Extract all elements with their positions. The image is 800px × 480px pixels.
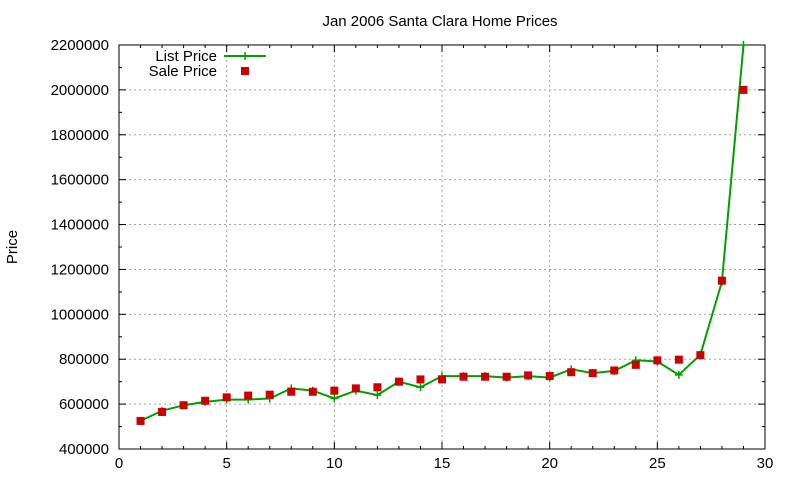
y-tick-label: 400000 <box>59 441 109 458</box>
point-sale-price <box>459 372 468 381</box>
point-list-price <box>373 391 382 400</box>
point-sale-price <box>222 393 231 402</box>
point-sale-price <box>201 396 210 405</box>
point-sale-price <box>287 387 296 396</box>
x-tick-label: 0 <box>115 455 123 472</box>
point-sale-price <box>696 351 705 360</box>
point-sale-price <box>351 384 360 393</box>
point-sale-price <box>416 375 425 384</box>
point-sale-price <box>674 355 683 364</box>
y-tick-label: 800000 <box>59 351 109 368</box>
x-tick-label: 15 <box>434 455 451 472</box>
axis-ticks: 0 5 10 15 20 25 30 400000 600000 800000 1000000 120… <box>51 37 774 472</box>
point-sale-price <box>373 383 382 392</box>
point-sale-price <box>610 366 619 375</box>
point-sale-price <box>244 391 253 400</box>
point-sale-price <box>588 369 597 378</box>
legend-swatch-sale-price <box>241 67 249 75</box>
x-tick-label: 20 <box>541 455 558 472</box>
point-sale-price <box>158 407 167 416</box>
y-tick-label: 1800000 <box>51 127 109 144</box>
y-tick-label: 1000000 <box>51 306 109 323</box>
point-sale-price <box>524 371 533 380</box>
point-sale-price <box>136 416 145 425</box>
point-sale-price <box>179 401 188 410</box>
point-list-price <box>674 370 683 379</box>
y-axis-label: Price <box>4 230 21 264</box>
point-sale-price <box>330 386 339 395</box>
y-tick-label: 1400000 <box>51 217 109 234</box>
point-list-price <box>416 383 425 392</box>
x-tick-label: 30 <box>757 455 774 472</box>
point-sale-price <box>631 360 640 369</box>
legend: List Price Sale Price <box>149 48 266 80</box>
chart-title: Jan 2006 Santa Clara Home Prices <box>322 13 557 30</box>
y-tick-label: 2000000 <box>51 82 109 99</box>
x-tick-label: 25 <box>649 455 666 472</box>
point-sale-price <box>481 372 490 381</box>
point-sale-price <box>653 356 662 365</box>
grid <box>119 45 765 449</box>
point-sale-price <box>717 276 726 285</box>
point-sale-price <box>394 377 403 386</box>
legend-label-sale-price: Sale Price <box>149 63 217 80</box>
point-list-price <box>739 41 748 49</box>
series-layer <box>136 41 748 425</box>
y-tick-label: 600000 <box>59 396 109 413</box>
point-sale-price <box>567 368 576 377</box>
point-list-price <box>330 394 339 403</box>
point-sale-price <box>265 390 274 399</box>
y-tick-label: 1600000 <box>51 172 109 189</box>
point-sale-price <box>739 85 748 94</box>
point-sale-price <box>545 372 554 381</box>
x-tick-label: 10 <box>326 455 343 472</box>
point-sale-price <box>308 387 317 396</box>
y-tick-label: 2200000 <box>51 37 109 54</box>
x-tick-label: 5 <box>222 455 230 472</box>
legend-label-list-price: List Price <box>155 48 217 65</box>
point-sale-price <box>502 372 511 381</box>
y-tick-label: 1200000 <box>51 261 109 278</box>
point-sale-price <box>438 375 446 384</box>
